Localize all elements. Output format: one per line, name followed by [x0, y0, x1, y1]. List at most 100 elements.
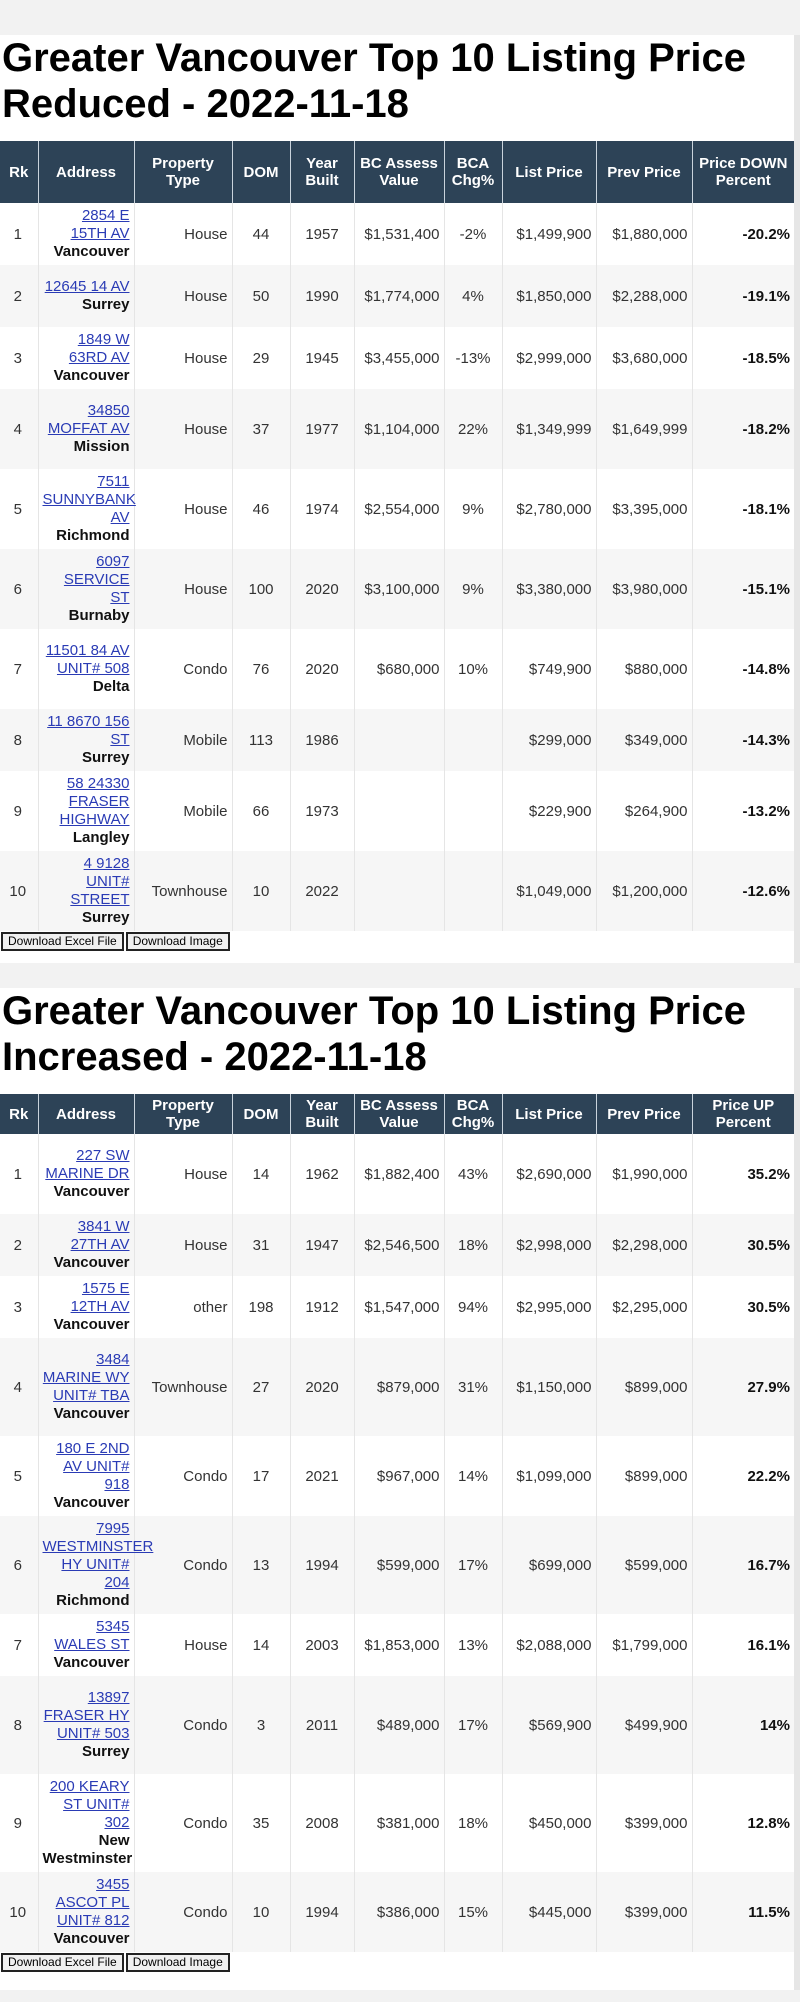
property-type-cell: Townhouse [134, 1338, 233, 1436]
rank-cell: 6 [0, 549, 39, 629]
address-link[interactable]: 34850 MOFFAT AV [47, 402, 130, 437]
list-price-cell: $2,780,000 [502, 469, 597, 549]
panel-title: Greater Vancouver Top 10 Listing Price R… [2, 36, 746, 126]
prev-price-cell: $3,980,000 [596, 549, 693, 629]
rank-cell: 2 [0, 1214, 39, 1276]
address-link[interactable]: 6097 SERVICE ST [63, 553, 130, 606]
header-dom[interactable]: DOM [232, 1094, 291, 1134]
rank-cell: 10 [0, 851, 39, 931]
address-cell: 1849 W 63RD AV Vancouver [38, 327, 135, 389]
address-link[interactable]: 4 9128 UNIT# STREET [70, 855, 130, 908]
header-bc-assess-value[interactable]: BC Assess Value [354, 1094, 445, 1134]
download-image-button[interactable]: Download Image [125, 932, 230, 951]
year-built-cell: 1994 [290, 1516, 355, 1614]
address-link[interactable]: 3484 MARINE WY UNIT# TBA [42, 1351, 130, 1404]
address-cell: 2854 E 15TH AV Vancouver [38, 203, 135, 265]
download-image-button[interactable]: Download Image [125, 1953, 230, 1972]
city-label: Vancouver [53, 1316, 130, 1333]
address-link[interactable]: 2854 E 15TH AV [70, 207, 130, 242]
bca-change-cell: 4% [444, 265, 503, 327]
city-label: Langley [72, 829, 130, 846]
prev-price-cell: $399,000 [596, 1774, 693, 1872]
header-bca-chg[interactable]: BCA Chg% [444, 1094, 503, 1134]
city-label: Vancouver [53, 1654, 130, 1671]
address-cell: 58 24330 FRASER HIGHWAY Langley [38, 771, 135, 851]
rank-cell: 2 [0, 265, 39, 327]
percent-change-cell: -19.1% [742, 287, 790, 305]
header-property-type[interactable]: Property Type [134, 141, 233, 203]
header-bca-chg[interactable]: BCA Chg% [444, 141, 503, 203]
percent-change-cell: -18.5% [742, 349, 790, 367]
assess-value-cell: $1,547,000 [354, 1276, 445, 1338]
prev-price-cell: $899,000 [596, 1338, 693, 1436]
assess-value-cell: $3,100,000 [354, 549, 445, 629]
address-link[interactable]: 7511 SUNNYBANK AV [42, 473, 136, 526]
year-built-cell: 1977 [290, 389, 355, 469]
bca-change-cell: 13% [444, 1614, 503, 1676]
city-label: Surrey [81, 296, 130, 313]
list-price-cell: $2,088,000 [502, 1614, 597, 1676]
dom-cell: 10 [232, 851, 291, 931]
percent-change-cell: 16.1% [747, 1636, 790, 1654]
address-link[interactable]: 12645 14 AV [44, 278, 130, 295]
panel-title: Greater Vancouver Top 10 Listing Price I… [2, 989, 746, 1079]
assess-value-cell: $879,000 [354, 1338, 445, 1436]
header-rank[interactable]: Rk [0, 141, 39, 203]
header-year-built[interactable]: Year Built [290, 1094, 355, 1134]
address-cell: 13897 FRASER HY UNIT# 503 Surrey [38, 1676, 135, 1774]
header-year-built[interactable]: Year Built [290, 141, 355, 203]
year-built-cell: 1962 [290, 1134, 355, 1214]
address-link[interactable]: 227 SW MARINE DR [45, 1147, 130, 1182]
table-row: 1 2854 E 15TH AV Vancouver House 44 1957 … [0, 203, 794, 265]
address-link[interactable]: 11 8670 156 ST [47, 713, 130, 748]
address-link[interactable]: 3455 ASCOT PL UNIT# 812 [55, 1876, 130, 1929]
download-excel-button[interactable]: Download Excel File [1, 932, 124, 951]
bca-change-cell [444, 771, 503, 851]
header-dom[interactable]: DOM [232, 141, 291, 203]
header-property-type[interactable]: Property Type [134, 1094, 233, 1134]
bca-change-cell [444, 709, 503, 771]
panel-edge [794, 35, 800, 963]
header-price-up-percent[interactable]: Price UP Percent [692, 1094, 794, 1134]
address-link[interactable]: 1575 E 12TH AV [70, 1280, 130, 1315]
address-link[interactable]: 200 KEARY ST UNIT# 302 [49, 1778, 130, 1831]
address-cell: 11 8670 156 ST Surrey [38, 709, 135, 771]
dom-cell: 37 [232, 389, 291, 469]
header-price-down-percent[interactable]: Price DOWN Percent [692, 141, 794, 203]
address-link[interactable]: 1849 W 63RD AV [68, 331, 130, 366]
header-bc-assess-value[interactable]: BC Assess Value [354, 141, 445, 203]
price-increased-panel: Greater Vancouver Top 10 Listing Price I… [0, 988, 794, 1990]
download-excel-button[interactable]: Download Excel File [1, 1953, 124, 1972]
rank-cell: 3 [0, 1276, 39, 1338]
address-link[interactable]: 5345 WALES ST [54, 1618, 130, 1653]
list-price-cell: $1,349,999 [502, 389, 597, 469]
bca-change-cell [444, 851, 503, 931]
header-prev-price[interactable]: Prev Price [596, 141, 693, 203]
list-price-cell: $749,900 [502, 629, 597, 709]
address-cell: 227 SW MARINE DR Vancouver [38, 1134, 135, 1214]
prev-price-cell: $899,000 [596, 1436, 693, 1516]
header-address[interactable]: Address [38, 141, 135, 203]
address-link[interactable]: 180 E 2ND AV UNIT# 918 [56, 1440, 130, 1493]
year-built-cell: 1945 [290, 327, 355, 389]
prev-price-cell: $1,799,000 [596, 1614, 693, 1676]
address-link[interactable]: 3841 W 27TH AV [70, 1218, 130, 1253]
prev-price-cell: $349,000 [596, 709, 693, 771]
property-type-cell: House [134, 389, 233, 469]
header-list-price[interactable]: List Price [502, 141, 597, 203]
prev-price-cell: $1,649,999 [596, 389, 693, 469]
address-link[interactable]: 7995 WESTMINSTER HY UNIT# 204 [42, 1520, 154, 1591]
address-link[interactable]: 11501 84 AV UNIT# 508 [45, 642, 130, 677]
address-link[interactable]: 13897 FRASER HY UNIT# 503 [43, 1689, 130, 1742]
address-link[interactable]: 58 24330 FRASER HIGHWAY [59, 775, 130, 828]
header-prev-price[interactable]: Prev Price [596, 1094, 693, 1134]
bca-change-cell: 43% [444, 1134, 503, 1214]
property-type-cell: Condo [134, 1676, 233, 1774]
property-type-cell: House [134, 1614, 233, 1676]
header-address[interactable]: Address [38, 1094, 135, 1134]
header-list-price[interactable]: List Price [502, 1094, 597, 1134]
property-type-cell: Townhouse [134, 851, 233, 931]
header-rank[interactable]: Rk [0, 1094, 39, 1134]
city-label: New Westminster [42, 1832, 133, 1867]
assess-value-cell: $489,000 [354, 1676, 445, 1774]
